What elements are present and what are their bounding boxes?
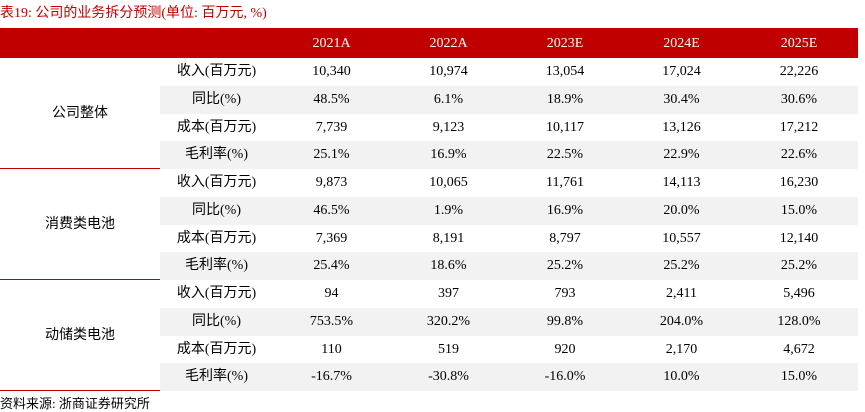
header-year-1: 2021A	[312, 36, 351, 51]
table-cell: 22.5%	[546, 147, 584, 163]
table-cell: 16.9%	[430, 147, 467, 163]
table-cell: 30.6%	[780, 91, 818, 107]
table-cell: 11,761	[546, 175, 584, 190]
table-row: 毛利率(%) -16.7% -30.8% -16.0% 10.0% 15.0%	[160, 363, 858, 391]
header-year-4: 2024E	[663, 36, 700, 51]
table-cell: 320.2%	[426, 313, 471, 329]
table-cell: 1.9%	[433, 202, 464, 218]
table-cell: -30.8%	[428, 369, 469, 385]
table-cell: 99.8%	[546, 313, 584, 329]
table-cell: 10,065	[429, 175, 468, 190]
table-cell: 2,170	[665, 341, 698, 357]
table-cell: 397	[438, 286, 459, 301]
table-cell: 6.1%	[433, 91, 464, 107]
table-cell: 18.9%	[546, 91, 584, 107]
table-cell: 10,557	[662, 230, 701, 246]
table-header: 2021A 2022A 2023E 2024E 2025E	[0, 28, 858, 58]
table-cell: 10.0%	[663, 369, 700, 385]
table-row: 成本(百万元) 7,739 9,123 10,117 13,126 17,212	[160, 114, 858, 142]
forecast-table: 2021A 2022A 2023E 2024E 2025E 公司整体 收入(百万…	[0, 28, 858, 391]
table-row: 同比(%) 46.5% 1.9% 16.9% 20.0% 15.0%	[160, 196, 858, 225]
row-label: 毛利率(%)	[185, 369, 248, 385]
table-row: 成本(百万元) 7,369 8,191 8,797 10,557 12,140	[160, 225, 858, 253]
table-cell: 17,024	[662, 64, 701, 79]
row-label: 同比(%)	[192, 202, 241, 218]
table-row: 成本(百万元) 110 519 920 2,170 4,672	[160, 336, 858, 364]
table-cell: 9,873	[315, 175, 348, 190]
group-company-total: 公司整体 收入(百万元) 10,340 10,974 13,054 17,024…	[0, 58, 858, 169]
table-cell: 30.4%	[663, 91, 700, 107]
table-cell: 16.9%	[546, 202, 584, 218]
table-cell: 4,672	[783, 341, 815, 357]
table-cell: 25.4%	[313, 258, 350, 274]
group-power-storage-battery: 动储类电池 收入(百万元) 94 397 793 2,411 5,496 同比(…	[0, 280, 858, 391]
group-label: 消费类电池	[45, 217, 115, 232]
table-cell: 8,797	[549, 230, 581, 246]
table-cell: 7,739	[315, 119, 348, 135]
table-cell: 22.6%	[780, 147, 818, 163]
table-cell: 46.5%	[313, 202, 350, 218]
group-label: 动储类电池	[45, 328, 115, 343]
row-label: 成本(百万元)	[176, 119, 257, 135]
table-cell: -16.0%	[544, 369, 586, 385]
table-cell: 920	[554, 341, 576, 357]
table-cell: 8,191	[432, 230, 465, 246]
table-row: 毛利率(%) 25.1% 16.9% 22.5% 22.9% 22.6%	[160, 141, 858, 169]
table-title: 表19: 公司的业务拆分预测(单位: 百万元, %)	[0, 6, 267, 21]
table-cell: 13,126	[662, 119, 701, 135]
source-note: 资料来源: 浙商证券研究所	[0, 396, 150, 411]
table-row: 收入(百万元) 10,340 10,974 13,054 17,024 22,2…	[160, 58, 858, 86]
row-label: 收入(百万元)	[176, 175, 257, 190]
table-cell: 25.2%	[546, 258, 584, 274]
table-cell: 2,411	[666, 286, 697, 301]
header-year-5: 2025E	[780, 36, 818, 51]
table-row: 同比(%) 753.5% 320.2% 99.8% 204.0% 128.0%	[160, 307, 858, 336]
table-cell: 15.0%	[780, 369, 818, 385]
table-cell: 15.0%	[780, 202, 818, 218]
table-cell: 94	[324, 286, 339, 301]
table-cell: 519	[438, 341, 459, 357]
table-cell: 9,123	[432, 119, 465, 135]
table-cell: 25.2%	[663, 258, 700, 274]
row-label: 成本(百万元)	[176, 230, 257, 246]
table-cell: 17,212	[779, 119, 819, 135]
table-cell: 13,054	[545, 64, 585, 79]
row-label: 收入(百万元)	[176, 286, 257, 301]
header-year-3: 2023E	[546, 36, 584, 51]
table-cell: 22.9%	[663, 147, 700, 163]
table-cell: 12,140	[779, 230, 819, 246]
row-label: 毛利率(%)	[185, 147, 248, 163]
table-row: 同比(%) 48.5% 6.1% 18.9% 30.4% 30.6%	[160, 85, 858, 114]
row-label: 收入(百万元)	[176, 64, 257, 79]
table-row: 收入(百万元) 94 397 793 2,411 5,496	[160, 280, 858, 308]
table-cell: 753.5%	[309, 313, 354, 329]
table-cell: 10,974	[429, 64, 468, 79]
table-cell: 18.6%	[430, 258, 467, 274]
table-cell: 25.2%	[780, 258, 818, 274]
row-label: 同比(%)	[192, 313, 241, 329]
table-cell: 10,117	[546, 119, 584, 135]
row-label: 成本(百万元)	[176, 341, 257, 357]
table-row: 毛利率(%) 25.4% 18.6% 25.2% 25.2% 25.2%	[160, 252, 858, 280]
table-cell: 22,226	[779, 64, 819, 79]
table-cell: 5,496	[783, 286, 815, 301]
row-label: 同比(%)	[192, 91, 241, 107]
table-row: 收入(百万元) 9,873 10,065 11,761 14,113 16,23…	[160, 169, 858, 197]
row-label: 毛利率(%)	[185, 258, 248, 274]
header-year-2: 2022A	[429, 36, 468, 51]
table-cell: 10,340	[312, 64, 351, 79]
table-cell: 14,113	[662, 175, 701, 190]
table-cell: 20.0%	[663, 202, 700, 218]
table-cell: -16.7%	[311, 369, 352, 385]
table-cell: 110	[321, 341, 342, 357]
table-cell: 48.5%	[313, 91, 350, 107]
table-cell: 7,369	[315, 230, 348, 246]
group-label: 公司整体	[52, 106, 108, 121]
table-cell: 128.0%	[777, 313, 821, 329]
group-consumer-battery: 消费类电池 收入(百万元) 9,873 10,065 11,761 14,113…	[0, 169, 858, 280]
table-cell: 793	[554, 286, 576, 301]
table-cell: 204.0%	[659, 313, 704, 329]
table-cell: 16,230	[779, 175, 819, 190]
table-cell: 25.1%	[313, 147, 350, 163]
